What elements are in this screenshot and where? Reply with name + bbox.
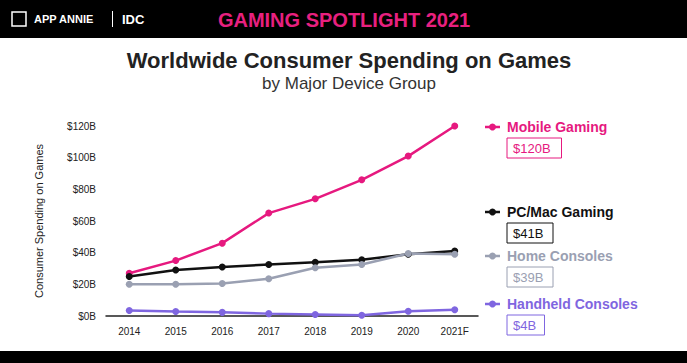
svg-text:2015: 2015 <box>165 326 188 337</box>
svg-text:2019: 2019 <box>351 326 374 337</box>
svg-text:$4B: $4B <box>513 318 536 333</box>
svg-text:2021F: 2021F <box>441 326 469 337</box>
svg-text:2014: 2014 <box>118 326 141 337</box>
svg-text:$39B: $39B <box>513 270 543 285</box>
svg-text:Mobile Gaming: Mobile Gaming <box>507 119 607 135</box>
svg-text:$40B: $40B <box>73 247 97 258</box>
svg-text:$0B: $0B <box>78 311 96 322</box>
svg-text:by Major Device Group: by Major Device Group <box>262 74 436 93</box>
svg-text:2017: 2017 <box>258 326 281 337</box>
svg-text:$120B: $120B <box>513 141 551 156</box>
svg-text:IDC: IDC <box>122 12 145 27</box>
svg-text:2016: 2016 <box>211 326 234 337</box>
svg-text:GAMING SPOTLIGHT 2021: GAMING SPOTLIGHT 2021 <box>218 9 470 31</box>
svg-text:Handheld Consoles: Handheld Consoles <box>507 296 638 312</box>
svg-text:$20B: $20B <box>73 279 97 290</box>
svg-text:Home Consoles: Home Consoles <box>507 248 613 264</box>
svg-text:$41B: $41B <box>513 226 543 241</box>
svg-text:$120B: $120B <box>67 121 96 132</box>
svg-text:$80B: $80B <box>73 184 97 195</box>
svg-text:2018: 2018 <box>304 326 327 337</box>
svg-text:2020: 2020 <box>397 326 420 337</box>
svg-text:$60B: $60B <box>73 216 97 227</box>
svg-text:APP ANNIE: APP ANNIE <box>34 13 93 25</box>
svg-text:PC/Mac Gaming: PC/Mac Gaming <box>507 204 614 220</box>
svg-text:Worldwide Consumer Spending on: Worldwide Consumer Spending on Games <box>127 48 572 73</box>
svg-text:Consumer Spending on Games: Consumer Spending on Games <box>33 143 45 298</box>
svg-text:$100B: $100B <box>67 152 96 163</box>
